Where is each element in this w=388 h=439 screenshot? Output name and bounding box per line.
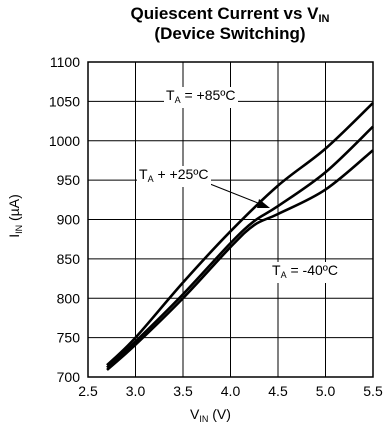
annotation-25c: TA + +25ºC bbox=[137, 166, 211, 187]
x-tick-label: 5.0 bbox=[316, 383, 336, 399]
x-axis-label-main: V bbox=[190, 406, 200, 422]
y-tick-label: 950 bbox=[57, 172, 81, 188]
y-tick-label: 1100 bbox=[50, 54, 80, 70]
x-tick-label: 3.5 bbox=[173, 383, 193, 399]
series-line-25c bbox=[106, 125, 374, 369]
chart-title-main: Quiescent Current vs V bbox=[130, 4, 319, 23]
annotation-neg40c-sub: A bbox=[280, 270, 287, 280]
annotation-neg40c: TA = -40ºC bbox=[270, 262, 340, 283]
annotation-25c-pointer bbox=[204, 181, 264, 206]
y-tick-label: 900 bbox=[57, 212, 81, 228]
x-tick-label: 3.0 bbox=[126, 383, 146, 399]
x-tick-label: 2.5 bbox=[78, 383, 98, 399]
chart-title-sub: IN bbox=[318, 13, 330, 25]
y-axis-label: IIN (µA) bbox=[6, 181, 24, 251]
y-tick-label: 850 bbox=[57, 251, 81, 267]
series-line-neg40c bbox=[106, 149, 374, 371]
x-axis-label-unit: (V) bbox=[208, 406, 231, 422]
annotation-25c-rest: + +25ºC bbox=[153, 166, 209, 182]
annotation-neg40c-rest: = -40ºC bbox=[286, 262, 338, 278]
annotation-85c: TA = +85ºC bbox=[164, 87, 238, 108]
annotation-neg40c-t: T bbox=[272, 262, 281, 278]
annotation-25c-sub: A bbox=[147, 174, 154, 184]
annotation-25c-arrowhead bbox=[257, 199, 270, 208]
x-tick-label: 4.5 bbox=[268, 383, 288, 399]
y-tick-label: 750 bbox=[57, 330, 81, 346]
x-tick-label: 5.5 bbox=[363, 383, 383, 399]
y-axis-label-unit: (µA) bbox=[6, 194, 22, 225]
annotation-85c-rest: = +85ºC bbox=[180, 87, 236, 103]
chart-subtitle: (Device Switching) bbox=[154, 24, 306, 43]
chart-title: Quiescent Current vs VIN bbox=[80, 4, 380, 29]
x-axis-label: VIN (V) bbox=[190, 406, 231, 424]
x-tick-label: 4.0 bbox=[221, 383, 241, 399]
y-tick-label: 1050 bbox=[49, 93, 80, 109]
series-line-85c bbox=[106, 102, 374, 367]
y-tick-label: 800 bbox=[57, 290, 81, 306]
plot-frame bbox=[87, 61, 374, 378]
y-tick-label: 700 bbox=[57, 369, 81, 385]
annotation-25c-t: T bbox=[139, 166, 148, 182]
annotation-85c-t: T bbox=[166, 87, 175, 103]
x-axis-label-sub: IN bbox=[199, 414, 209, 424]
y-axis-label-sub: IN bbox=[14, 224, 24, 234]
y-axis-label-main: I bbox=[6, 233, 22, 238]
annotation-85c-sub: A bbox=[174, 95, 181, 105]
y-tick-label: 1000 bbox=[49, 133, 80, 149]
